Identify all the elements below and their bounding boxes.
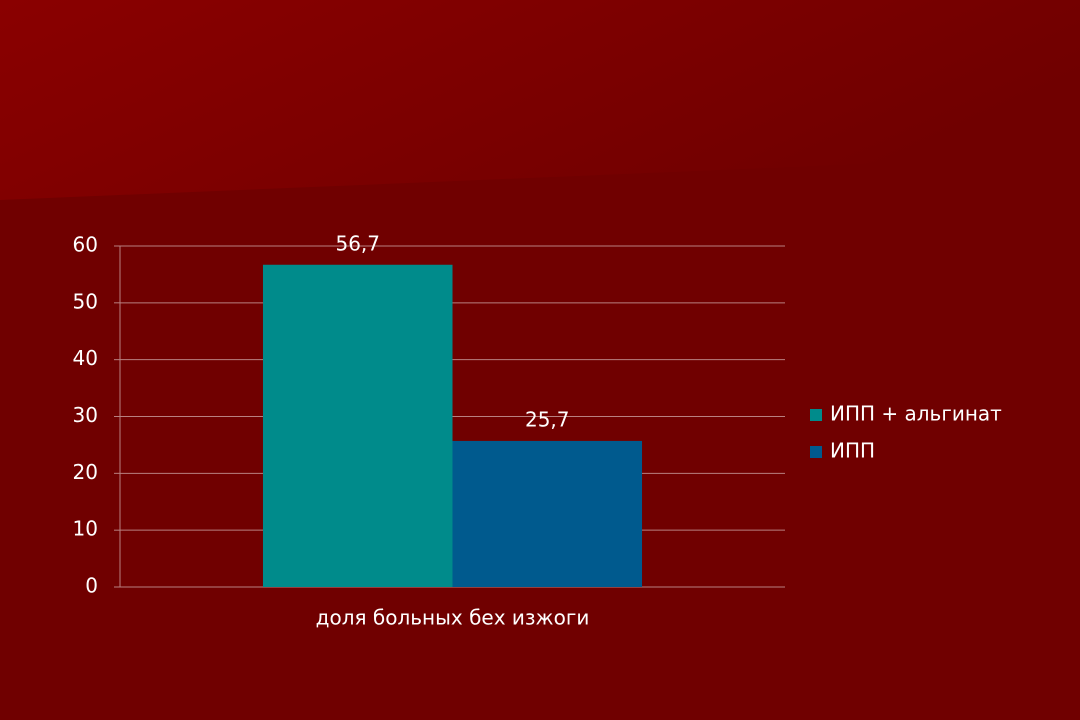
- legend-swatch: [810, 409, 822, 421]
- y-tick-label: 10: [73, 517, 98, 541]
- bar: [452, 440, 643, 587]
- x-tick-label: доля больных бех изжоги: [316, 606, 590, 630]
- y-tick-label: 50: [73, 289, 98, 313]
- y-tick-label: 40: [73, 346, 98, 370]
- y-tick-label: 30: [73, 403, 98, 427]
- plot-area: 0 10 20 30 40 50 60 доля больных бех изжоги 56,7…: [73, 231, 1003, 629]
- data-label: 25,7: [525, 407, 570, 431]
- legend-label: ИПП: [830, 439, 875, 463]
- background-wedge: [0, 0, 1080, 200]
- bar: [262, 264, 453, 587]
- legend-label: ИПП + альгинат: [830, 402, 1002, 426]
- y-tick-label: 0: [85, 574, 98, 598]
- y-tick-label: 20: [73, 460, 98, 484]
- data-label: 56,7: [335, 231, 380, 255]
- y-tick-label: 60: [73, 233, 98, 257]
- legend-swatch: [810, 446, 822, 458]
